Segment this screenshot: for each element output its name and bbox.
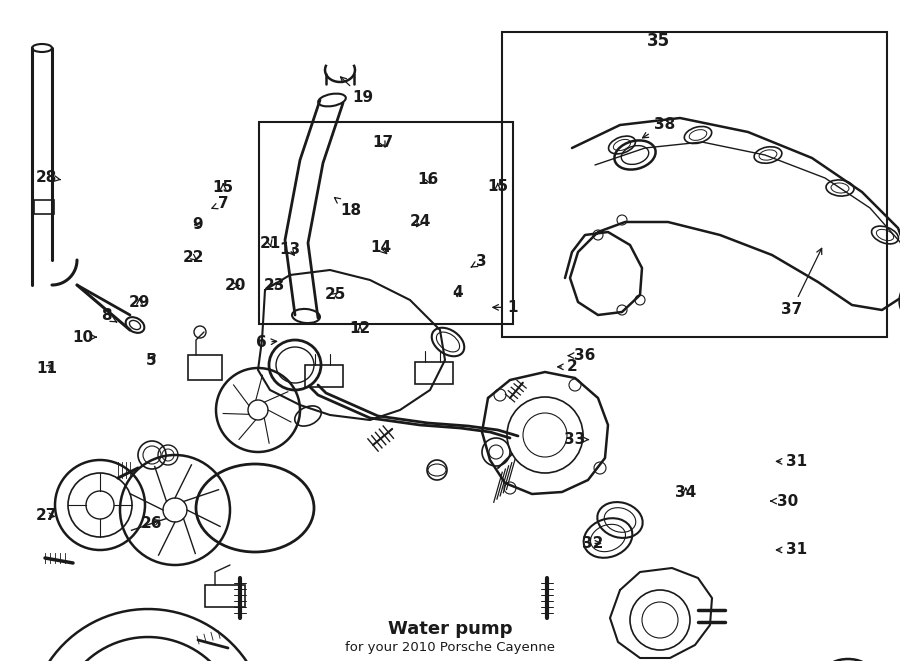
Text: 21: 21 bbox=[259, 236, 281, 251]
Bar bbox=[305, 365, 343, 387]
Text: 10: 10 bbox=[72, 330, 96, 344]
Text: 33: 33 bbox=[563, 432, 589, 447]
Text: 1: 1 bbox=[493, 300, 518, 315]
Text: 13: 13 bbox=[279, 243, 301, 257]
Text: 34: 34 bbox=[675, 485, 697, 500]
Text: 20: 20 bbox=[225, 278, 247, 293]
Text: 35: 35 bbox=[647, 32, 670, 50]
Bar bbox=[259, 122, 513, 324]
Text: 26: 26 bbox=[140, 516, 162, 531]
Text: 31: 31 bbox=[777, 454, 807, 469]
Text: 16: 16 bbox=[418, 173, 439, 187]
Text: 14: 14 bbox=[370, 241, 392, 255]
Text: Water pump: Water pump bbox=[388, 620, 512, 638]
Text: 25: 25 bbox=[325, 287, 346, 301]
Text: 22: 22 bbox=[183, 251, 204, 265]
Bar bbox=[415, 362, 453, 384]
Bar bbox=[188, 355, 222, 380]
Text: 28: 28 bbox=[36, 170, 60, 184]
Text: 12: 12 bbox=[349, 321, 371, 336]
Text: 19: 19 bbox=[340, 77, 374, 105]
Text: 24: 24 bbox=[410, 214, 431, 229]
Text: 31: 31 bbox=[777, 543, 807, 557]
Text: 36: 36 bbox=[568, 348, 596, 363]
Text: 32: 32 bbox=[581, 536, 603, 551]
Text: 18: 18 bbox=[335, 198, 362, 217]
Text: 29: 29 bbox=[129, 295, 150, 310]
Bar bbox=[502, 32, 886, 337]
Text: 5: 5 bbox=[146, 353, 157, 368]
Text: 8: 8 bbox=[101, 309, 117, 323]
Text: 37: 37 bbox=[781, 249, 822, 317]
Text: 30: 30 bbox=[770, 494, 798, 508]
Text: 2: 2 bbox=[558, 360, 578, 374]
Text: 6: 6 bbox=[256, 335, 276, 350]
Text: 4: 4 bbox=[452, 285, 463, 299]
Text: for your 2010 Porsche Cayenne: for your 2010 Porsche Cayenne bbox=[345, 641, 555, 654]
Text: 27: 27 bbox=[36, 508, 58, 523]
Bar bbox=[205, 585, 245, 607]
Text: 7: 7 bbox=[212, 196, 229, 211]
Text: 23: 23 bbox=[264, 278, 285, 293]
Text: 38: 38 bbox=[643, 117, 675, 138]
Text: 3: 3 bbox=[471, 254, 487, 268]
Text: 11: 11 bbox=[36, 362, 58, 376]
Text: 17: 17 bbox=[372, 135, 393, 149]
Bar bbox=[34, 200, 54, 214]
Text: 15: 15 bbox=[212, 180, 234, 194]
Text: 9: 9 bbox=[193, 217, 203, 232]
Text: 15: 15 bbox=[487, 179, 508, 194]
